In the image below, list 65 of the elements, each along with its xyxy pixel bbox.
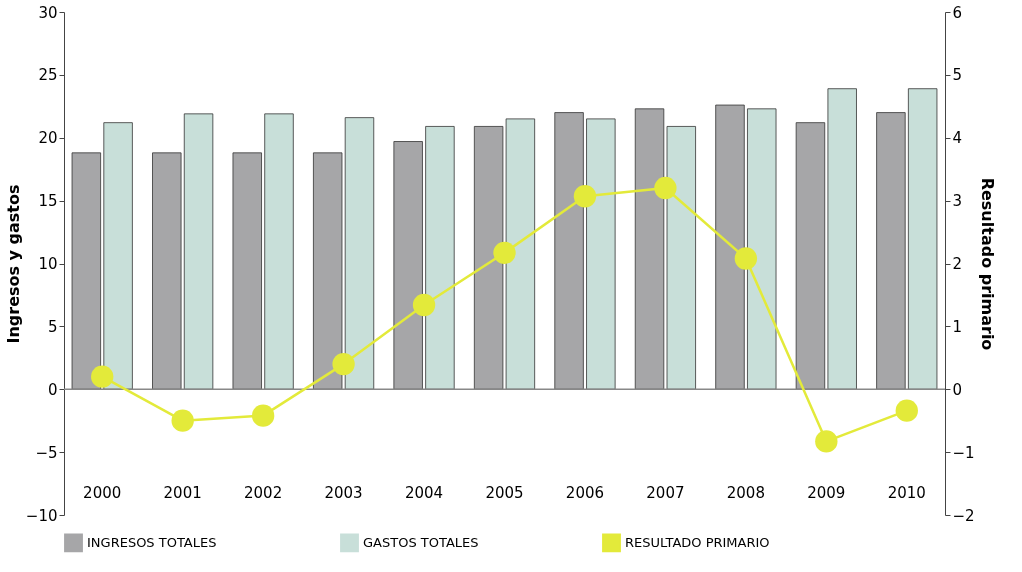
- bar: [183, 113, 214, 390]
- y-tick-label: 10: [38, 255, 58, 273]
- point: [895, 399, 918, 422]
- bar: [634, 108, 665, 390]
- y2-tick-label: 0: [952, 380, 963, 399]
- y2-tick-label: 4: [952, 129, 963, 148]
- y-tick-label: 15: [38, 192, 58, 211]
- point: [91, 365, 114, 388]
- y2-tick-label: 2: [952, 255, 963, 273]
- bar: [71, 152, 102, 390]
- bar: [747, 108, 777, 390]
- y-tick-label: 20: [38, 129, 58, 148]
- bar: [264, 113, 294, 390]
- y2-tick-label: 1: [952, 317, 963, 336]
- x-tick-label: 2008: [726, 483, 765, 502]
- y-tick-label: 0: [47, 380, 58, 399]
- y-axis-title: Ingresos y gastos: [3, 184, 23, 344]
- bar: [103, 122, 133, 390]
- y2-tick-label: −2: [952, 506, 975, 525]
- bar: [152, 152, 182, 390]
- legend-label: INGRESOS TOTALES: [87, 534, 217, 550]
- point: [654, 176, 677, 200]
- x-tick-label: 2010: [887, 483, 926, 502]
- point: [493, 241, 516, 264]
- bar: [344, 117, 375, 390]
- y-tick-label: −10: [25, 506, 58, 525]
- y-tick-label: 25: [38, 66, 58, 85]
- bar: [313, 152, 343, 390]
- y-tick-label: 5: [47, 317, 58, 336]
- y2-tick-label: 6: [952, 3, 963, 22]
- legend-label: GASTOS TOTALES: [363, 534, 479, 550]
- y2-tick-label: 3: [952, 192, 963, 211]
- x-tick-label: 2001: [163, 483, 202, 502]
- y2-tick-label: −1: [952, 443, 975, 462]
- point: [412, 293, 436, 317]
- y2-axis-title: Resultado primario: [977, 177, 997, 351]
- x-tick-label: 2004: [404, 483, 444, 502]
- bar: [907, 88, 938, 390]
- point: [573, 185, 597, 208]
- y2-tick-label: 5: [952, 66, 963, 85]
- point: [815, 430, 838, 453]
- bar: [554, 112, 584, 390]
- bar: [586, 118, 616, 390]
- x-tick-label: 2003: [324, 483, 363, 502]
- bar: [393, 141, 423, 390]
- bar: [827, 88, 857, 390]
- x-tick-label: 2006: [565, 483, 605, 502]
- x-tick-label: 2005: [485, 483, 524, 502]
- bar: [715, 104, 745, 390]
- point: [332, 352, 355, 376]
- bar: [666, 126, 696, 390]
- x-tick-label: 2000: [83, 483, 122, 502]
- y-tick-label: 30: [38, 3, 58, 22]
- bar: [425, 126, 455, 390]
- point: [734, 247, 758, 270]
- bar: [795, 122, 826, 390]
- legend-label: RESULTADO PRIMARIO: [625, 534, 770, 550]
- point: [251, 404, 275, 427]
- y-tick-label: −5: [35, 443, 58, 462]
- bar: [232, 152, 262, 390]
- x-tick-label: 2002: [244, 483, 283, 502]
- point: [171, 409, 194, 432]
- x-tick-label: 2007: [646, 483, 685, 502]
- x-tick-label: 2009: [807, 483, 846, 502]
- bar: [876, 112, 906, 390]
